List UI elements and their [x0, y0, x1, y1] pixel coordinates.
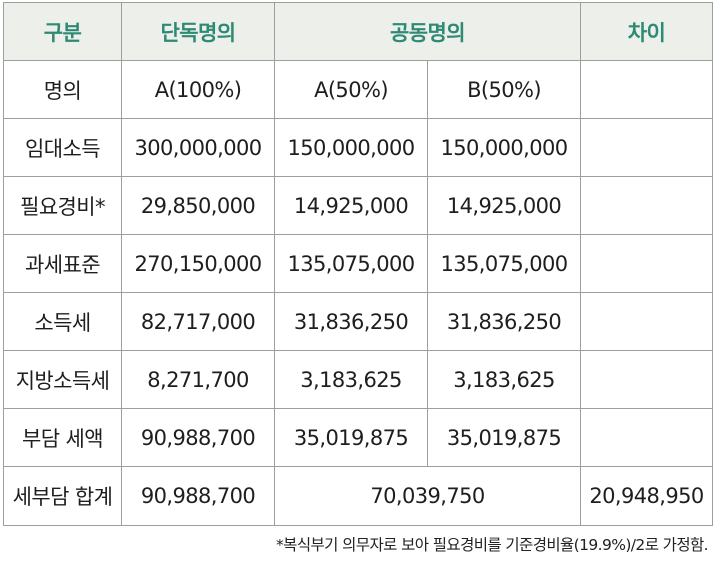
joint-a-cell: 135,075,000 — [274, 234, 428, 293]
joint-b-cell: 150,000,000 — [427, 118, 581, 177]
total-label: 세부담 합계 — [3, 466, 122, 526]
joint-b-cell: 14,925,000 — [427, 176, 581, 235]
single-cell: 90,988,700 — [121, 408, 275, 467]
difference-cell — [580, 408, 713, 467]
row-label: 과세표준 — [3, 234, 122, 293]
total-difference: 20,948,950 — [580, 466, 713, 526]
header-joint: 공동명의 — [274, 2, 581, 61]
table-row: 소득세 82,717,000 31,836,250 31,836,250 — [3, 292, 713, 351]
single-cell: 270,150,000 — [121, 234, 275, 293]
total-joint: 70,039,750 — [274, 466, 581, 526]
joint-b-cell: 135,075,000 — [427, 234, 581, 293]
joint-b-cell: 3,183,625 — [427, 350, 581, 409]
joint-a-cell: 14,925,000 — [274, 176, 428, 235]
tax-comparison-table: 구분 단독명의 공동명의 차이 명의 A(100%) A(50%) B(50%)… — [3, 2, 713, 526]
difference-cell — [580, 60, 713, 119]
joint-b-cell: B(50%) — [427, 60, 581, 119]
header-category: 구분 — [3, 2, 122, 61]
footnote: *복식부기 의무자로 보아 필요경비를 기준경비율(19.9%)/2로 가정함. — [276, 536, 709, 554]
header-row: 구분 단독명의 공동명의 차이 — [3, 2, 713, 61]
joint-b-cell: 31,836,250 — [427, 292, 581, 351]
joint-a-cell: A(50%) — [274, 60, 428, 119]
single-cell: 29,850,000 — [121, 176, 275, 235]
joint-a-cell: 35,019,875 — [274, 408, 428, 467]
difference-cell — [580, 234, 713, 293]
single-cell: A(100%) — [121, 60, 275, 119]
row-label: 지방소득세 — [3, 350, 122, 409]
difference-cell — [580, 292, 713, 351]
joint-a-cell: 150,000,000 — [274, 118, 428, 177]
difference-cell — [580, 176, 713, 235]
difference-cell — [580, 350, 713, 409]
row-label: 명의 — [3, 60, 122, 119]
single-cell: 8,271,700 — [121, 350, 275, 409]
table-row: 명의 A(100%) A(50%) B(50%) — [3, 60, 713, 119]
header-single: 단독명의 — [121, 2, 275, 61]
table-row: 필요경비* 29,850,000 14,925,000 14,925,000 — [3, 176, 713, 235]
table-row: 부담 세액 90,988,700 35,019,875 35,019,875 — [3, 408, 713, 467]
difference-cell — [580, 118, 713, 177]
row-label: 임대소득 — [3, 118, 122, 177]
joint-a-cell: 3,183,625 — [274, 350, 428, 409]
joint-b-cell: 35,019,875 — [427, 408, 581, 467]
table-row: 지방소득세 8,271,700 3,183,625 3,183,625 — [3, 350, 713, 409]
row-label: 부담 세액 — [3, 408, 122, 467]
table-row: 임대소득 300,000,000 150,000,000 150,000,000 — [3, 118, 713, 177]
table-row: 과세표준 270,150,000 135,075,000 135,075,000 — [3, 234, 713, 293]
single-cell: 82,717,000 — [121, 292, 275, 351]
total-row: 세부담 합계 90,988,700 70,039,750 20,948,950 — [3, 466, 713, 526]
row-label: 소득세 — [3, 292, 122, 351]
joint-a-cell: 31,836,250 — [274, 292, 428, 351]
row-label: 필요경비* — [3, 176, 122, 235]
single-cell: 300,000,000 — [121, 118, 275, 177]
header-difference: 차이 — [580, 2, 713, 61]
total-single: 90,988,700 — [121, 466, 275, 526]
